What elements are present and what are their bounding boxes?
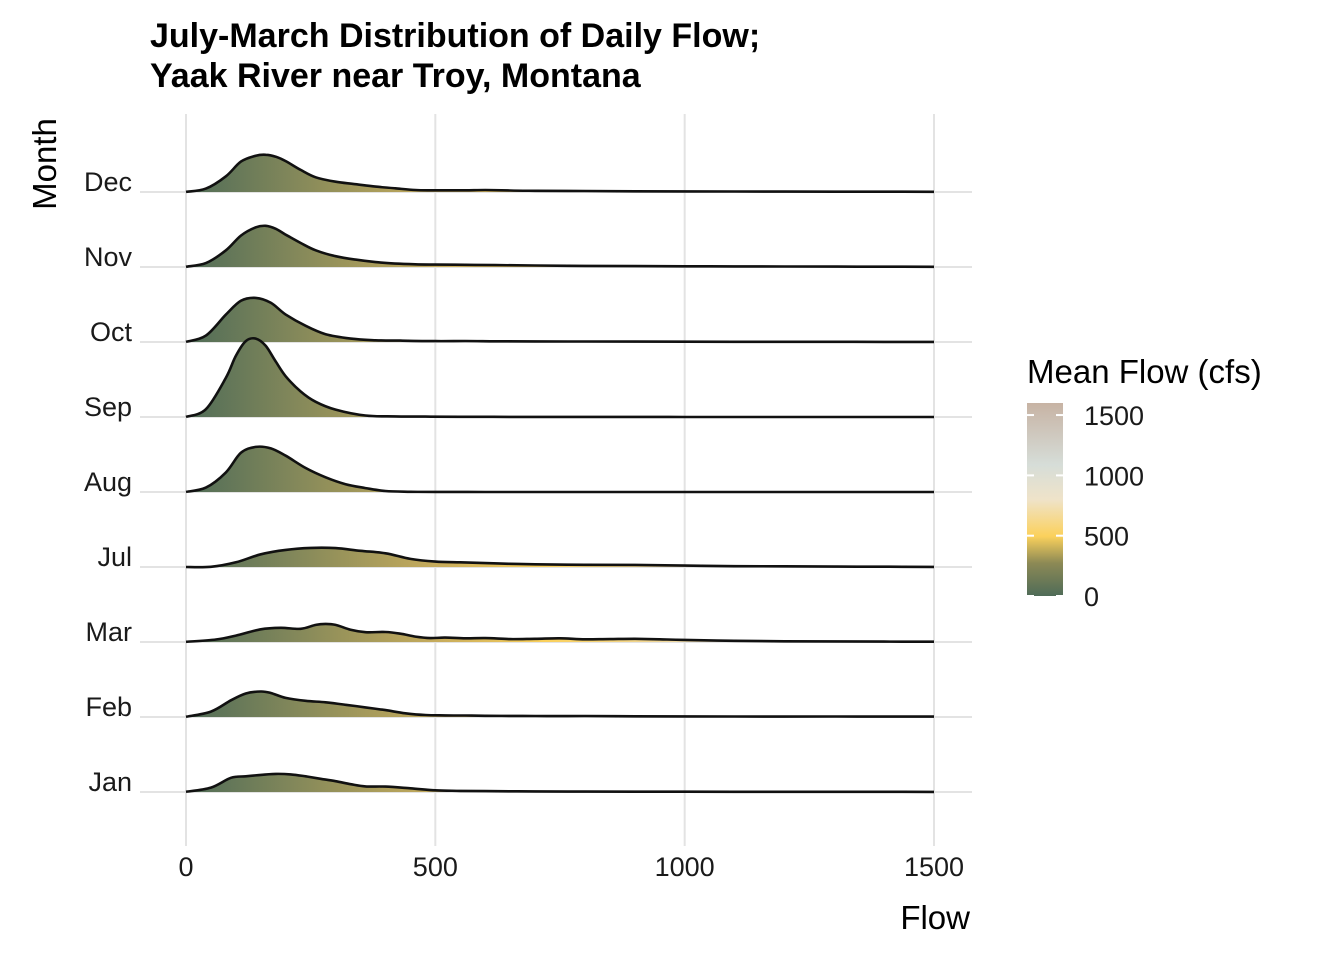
x-tick-500: 500	[413, 852, 458, 882]
y-tick-oct: Oct	[90, 317, 133, 347]
legend-title: Mean Flow (cfs)	[1027, 353, 1262, 390]
ridge-nov	[185, 224, 935, 269]
ridge-fill-jan	[186, 773, 934, 792]
ridge-mar	[185, 622, 935, 644]
ridge-line-dec	[185, 153, 935, 194]
ridge-jul	[185, 546, 935, 569]
y-tick-feb: Feb	[85, 692, 132, 722]
vertical-gridlines	[185, 114, 935, 846]
y-tick-dec: Dec	[84, 167, 132, 197]
ridge-line-jul	[185, 546, 935, 569]
ridge-oct	[185, 296, 934, 344]
y-tick-labels: Jan Feb Mar Jul Aug Sep Oct Nov Dec	[84, 167, 133, 797]
ridge-sep	[185, 336, 934, 419]
ridge-dec	[185, 153, 935, 194]
chart-title-line2: Yaak River near Troy, Montana	[150, 57, 642, 95]
legend-tick-1500: 1500	[1084, 401, 1144, 431]
y-tick-aug: Aug	[84, 467, 132, 497]
y-tick-nov: Nov	[84, 242, 133, 272]
ridge-line-aug	[185, 445, 934, 494]
ridge-line-jan	[185, 772, 935, 794]
legend-tick-0: 0	[1084, 582, 1099, 612]
x-axis-title: Flow	[900, 899, 970, 936]
legend: Mean Flow (cfs) 0 500 1000 1500	[1027, 353, 1262, 612]
y-tick-jul: Jul	[97, 542, 132, 572]
ridge-line-mar	[185, 622, 935, 644]
ridge-fill-dec	[186, 154, 934, 192]
ridge-aug	[185, 445, 934, 494]
legend-ticks: 0 500 1000 1500	[1027, 401, 1144, 612]
x-tick-1500: 1500	[904, 852, 964, 882]
ridge-line-oct	[185, 296, 934, 344]
ridges	[185, 153, 935, 794]
ridge-line-feb	[185, 690, 934, 719]
ridge-fill-mar	[186, 623, 934, 642]
ridge-fill-aug	[186, 446, 934, 492]
chart-title-line1: July-March Distribution of Daily Flow;	[150, 17, 760, 55]
y-tick-jan: Jan	[88, 767, 132, 797]
ridge-feb	[185, 690, 934, 719]
y-tick-sep: Sep	[84, 392, 132, 422]
ridge-line-sep	[185, 336, 934, 419]
ridge-fill-sep	[186, 338, 934, 417]
ridge-line-nov	[185, 224, 935, 269]
x-tick-1000: 1000	[655, 852, 715, 882]
y-axis-title: Month	[26, 118, 63, 210]
x-tick-0: 0	[178, 852, 193, 882]
legend-colorbar	[1027, 403, 1063, 596]
x-tick-labels: 0 500 1000 1500	[178, 852, 964, 882]
legend-tick-500: 500	[1084, 522, 1129, 552]
y-tick-mar: Mar	[86, 617, 133, 647]
ridge-fill-nov	[186, 225, 934, 267]
legend-tick-1000: 1000	[1084, 461, 1144, 491]
ridge-jan	[185, 772, 935, 794]
ridge-fill-feb	[186, 691, 934, 717]
ridge-fill-oct	[186, 297, 934, 342]
